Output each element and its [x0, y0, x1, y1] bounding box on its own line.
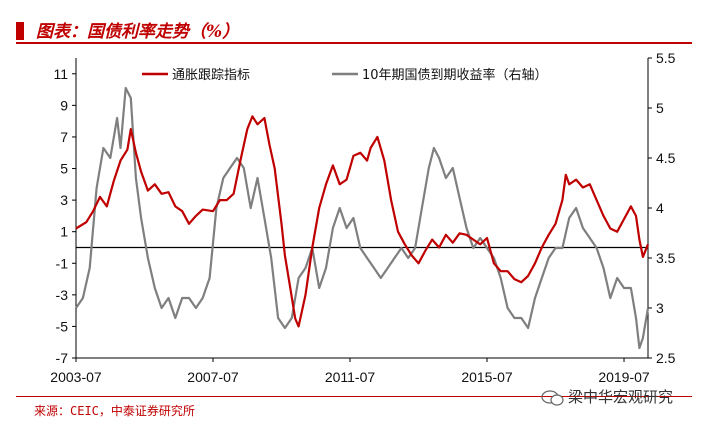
- legend-treasury-yield-label: 10年期国债到期收益率（右轴）: [362, 67, 548, 83]
- left-tick-label: 7: [60, 129, 68, 145]
- x-tick-label: 2003-07: [50, 369, 102, 385]
- left-tick-label: -1: [56, 255, 69, 271]
- wechat-icon: [541, 390, 564, 406]
- footer-divider: [16, 396, 692, 397]
- left-tick-label: -3: [56, 287, 69, 303]
- x-tick-label: 2011-07: [325, 369, 376, 385]
- chart-legend: 通胀跟踪指标 10年期国债到期收益率（右轴）: [142, 67, 548, 83]
- left-tick-label: -5: [56, 318, 69, 334]
- chart-series: [75, 86, 650, 350]
- watermark-text: 梁中华宏观研究: [568, 388, 674, 406]
- source-note: 来源：CEIC，中泰证券研究所: [34, 404, 195, 418]
- right-tick-label: 4.5: [656, 150, 676, 166]
- treasury-10y-yield-line: [75, 86, 650, 350]
- left-tick-label: 5: [60, 161, 68, 177]
- right-tick-label: 4: [656, 200, 664, 216]
- right-tick-label: 2.5: [656, 350, 676, 366]
- right-tick-label: 3.5: [656, 250, 676, 266]
- inflation-tracker-line: [75, 115, 650, 328]
- title-divider: [16, 42, 692, 44]
- right-tick-label: 5.5: [656, 50, 676, 66]
- right-tick-label: 3: [656, 300, 664, 316]
- x-tick-label: 2019-07: [598, 369, 650, 385]
- page-title: 图表：国债利率走势（%）: [36, 22, 240, 42]
- left-tick-label: 11: [53, 66, 68, 82]
- right-tick-label: 5: [656, 100, 664, 116]
- left-tick-label: 1: [60, 224, 68, 240]
- x-tick-label: 2007-07: [187, 369, 239, 385]
- left-tick-label: 3: [60, 192, 68, 208]
- title-accent-bar: [16, 22, 24, 40]
- x-tick-label: 2015-07: [461, 369, 513, 385]
- legend-inflation-tracker-label: 通胀跟踪指标: [172, 68, 250, 83]
- left-tick-label: 9: [60, 97, 68, 113]
- chart-axes: 11 9 7 5 3 1 -1 -3 -5 -7 5.5 5 4.5 4 3.5 3 2.5 2003-07 200…: [50, 50, 675, 385]
- left-tick-label: -7: [56, 350, 69, 366]
